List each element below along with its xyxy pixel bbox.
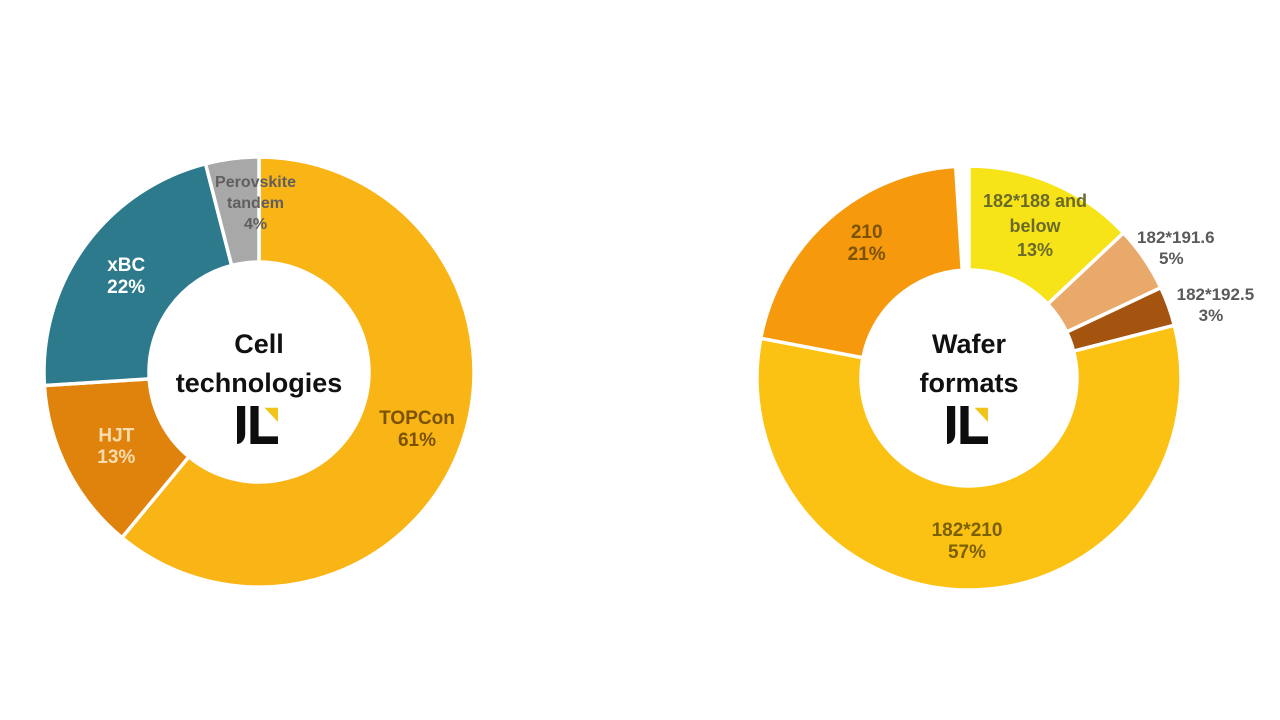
svg-text:below: below — [1009, 216, 1061, 236]
svg-text:formats: formats — [919, 368, 1018, 398]
svg-text:tandem: tandem — [227, 195, 284, 212]
svg-text:HJT: HJT — [98, 426, 134, 447]
svg-text:3%: 3% — [1199, 306, 1224, 325]
svg-text:182*192.5: 182*192.5 — [1177, 285, 1255, 304]
svg-text:Perovskite: Perovskite — [215, 174, 296, 191]
svg-text:Wafer: Wafer — [932, 329, 1007, 359]
svg-text:13%: 13% — [97, 447, 135, 468]
svg-text:Cell: Cell — [234, 329, 284, 359]
svg-text:22%: 22% — [107, 277, 145, 298]
svg-text:5%: 5% — [1159, 249, 1184, 268]
svg-text:xBC: xBC — [107, 255, 145, 276]
svg-text:57%: 57% — [948, 542, 986, 563]
svg-text:technologies: technologies — [176, 368, 343, 398]
svg-text:21%: 21% — [848, 244, 886, 265]
svg-text:61%: 61% — [398, 430, 436, 451]
svg-text:210: 210 — [851, 222, 883, 243]
svg-text:TOPCon: TOPCon — [379, 408, 455, 429]
svg-text:182*210: 182*210 — [932, 520, 1003, 541]
svg-text:182*188 and: 182*188 and — [983, 191, 1087, 211]
svg-text:13%: 13% — [1017, 240, 1053, 260]
svg-text:182*191.6: 182*191.6 — [1137, 228, 1215, 247]
svg-text:4%: 4% — [244, 216, 267, 233]
